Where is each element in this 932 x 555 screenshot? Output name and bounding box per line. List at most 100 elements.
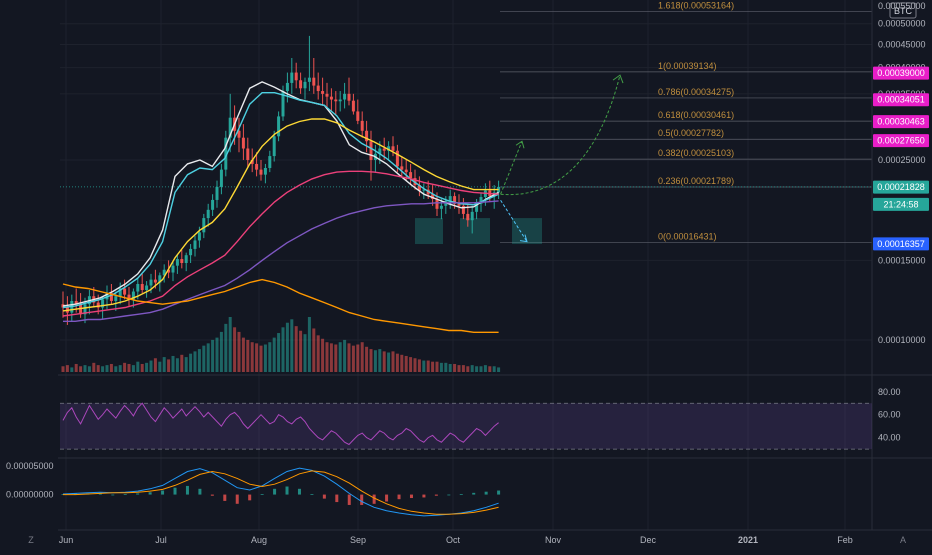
candle bbox=[259, 159, 263, 181]
currency-badge[interactable]: BTC bbox=[889, 2, 917, 19]
time-axis[interactable]: Jun Jul Aug Sep Oct Nov Dec 2021 Feb bbox=[59, 535, 853, 545]
price-badge-label: 0.00016357 bbox=[877, 239, 925, 249]
rsi-pane[interactable] bbox=[60, 402, 872, 450]
candle bbox=[290, 58, 294, 94]
support-box bbox=[460, 218, 490, 245]
volume-bar bbox=[316, 335, 320, 372]
volume-bar bbox=[426, 360, 430, 372]
currency-label: BTC bbox=[894, 6, 913, 16]
macd-histogram-bar bbox=[185, 485, 189, 495]
grid-lines bbox=[60, 0, 872, 530]
zoom-left-button[interactable]: Z bbox=[28, 535, 34, 545]
candle bbox=[241, 124, 245, 160]
support-box bbox=[512, 218, 542, 245]
volume-bar bbox=[347, 343, 351, 372]
volume-bar bbox=[461, 365, 465, 372]
volume-bar bbox=[444, 362, 448, 372]
moving-average-lines bbox=[62, 81, 499, 333]
macd-histogram-bar bbox=[459, 494, 463, 495]
candle bbox=[180, 250, 184, 269]
volume-bar bbox=[294, 326, 298, 372]
candle bbox=[175, 253, 179, 274]
rsi-axis: 80.00 60.00 40.00 bbox=[878, 387, 901, 443]
volume-bar bbox=[356, 344, 360, 372]
candle bbox=[325, 82, 329, 109]
volume-bar bbox=[382, 351, 386, 372]
candle bbox=[457, 194, 461, 214]
volume-bar bbox=[338, 342, 342, 372]
macd-histogram-bar bbox=[310, 494, 314, 495]
price-tick-label: 0.00015000 bbox=[878, 255, 926, 265]
volume-bar bbox=[79, 366, 83, 372]
macd-histogram-bar bbox=[235, 494, 239, 504]
candle bbox=[365, 120, 369, 153]
volume-bar bbox=[83, 365, 87, 372]
candle bbox=[338, 91, 342, 112]
macd-histogram-bar bbox=[322, 494, 326, 499]
volume-bar bbox=[369, 349, 373, 372]
macd-histogram-bar bbox=[198, 488, 202, 495]
volume-bar bbox=[96, 365, 100, 372]
price-badge: 0.00021828 bbox=[873, 180, 929, 194]
candle bbox=[123, 279, 127, 300]
macd-histogram-bar bbox=[409, 494, 413, 499]
auto-scale-button[interactable]: A bbox=[900, 535, 906, 545]
price-badge-label: 21:24:58 bbox=[883, 199, 918, 209]
volume-bar bbox=[224, 323, 228, 372]
price-badge-label: 0.00039000 bbox=[877, 68, 925, 78]
volume-bar bbox=[435, 361, 439, 372]
macd-histogram-bar bbox=[111, 494, 115, 496]
volume-bar bbox=[373, 350, 377, 372]
volume-bar bbox=[74, 363, 78, 372]
volume-bar bbox=[259, 345, 263, 372]
candle bbox=[299, 72, 303, 94]
time-tick-label: Jul bbox=[155, 535, 167, 545]
macd-histogram-bar bbox=[372, 494, 376, 504]
macd-pane[interactable] bbox=[61, 467, 501, 517]
rsi-band bbox=[60, 403, 872, 450]
rsi-tick-label: 80.00 bbox=[878, 387, 901, 397]
candle bbox=[215, 180, 219, 208]
price-badge: 0.00039000 bbox=[873, 66, 929, 80]
macd-histogram-bar bbox=[161, 490, 165, 495]
macd-histogram-bar bbox=[347, 494, 351, 505]
price-tick-label: 0.00025000 bbox=[878, 155, 926, 165]
volume-bar bbox=[448, 363, 452, 372]
volume-bar bbox=[281, 327, 285, 372]
candle bbox=[277, 111, 281, 142]
volume-bar bbox=[153, 358, 157, 372]
volume-bar bbox=[299, 330, 303, 372]
macd-line bbox=[62, 467, 499, 517]
volume-bar bbox=[114, 366, 118, 372]
volume-bar bbox=[334, 344, 338, 372]
volume-bar bbox=[395, 353, 399, 372]
macd-histogram-bar bbox=[335, 494, 339, 503]
candle bbox=[356, 99, 360, 125]
volume-bar bbox=[92, 362, 96, 372]
volume-bar bbox=[466, 366, 470, 372]
volume-bar bbox=[228, 317, 232, 372]
moving-average-line bbox=[62, 91, 499, 309]
volume-bar bbox=[351, 345, 355, 372]
candle bbox=[272, 130, 276, 162]
volume-bar bbox=[131, 365, 135, 372]
price-badge-label: 0.00034051 bbox=[877, 95, 925, 105]
candle bbox=[351, 93, 355, 115]
volume-bar bbox=[246, 339, 250, 372]
fib-level-label: 0.382(0.00025103) bbox=[658, 148, 734, 158]
volume-bar bbox=[175, 358, 179, 372]
candle bbox=[347, 77, 351, 106]
fib-level-label: 0.236(0.00021789) bbox=[658, 176, 734, 186]
macd-histogram-bar bbox=[422, 494, 426, 498]
macd-histogram-bar bbox=[273, 488, 277, 495]
candle bbox=[470, 205, 474, 234]
rsi-tick-label: 40.00 bbox=[878, 433, 901, 443]
macd-histogram-bar bbox=[248, 494, 252, 501]
moving-average-line bbox=[63, 200, 499, 322]
candle bbox=[162, 264, 166, 283]
price-badge: 0.00030463 bbox=[873, 115, 929, 129]
volume-bar bbox=[321, 338, 325, 372]
auto-scale-label: A bbox=[900, 535, 906, 545]
zoom-left-label: Z bbox=[28, 535, 34, 545]
